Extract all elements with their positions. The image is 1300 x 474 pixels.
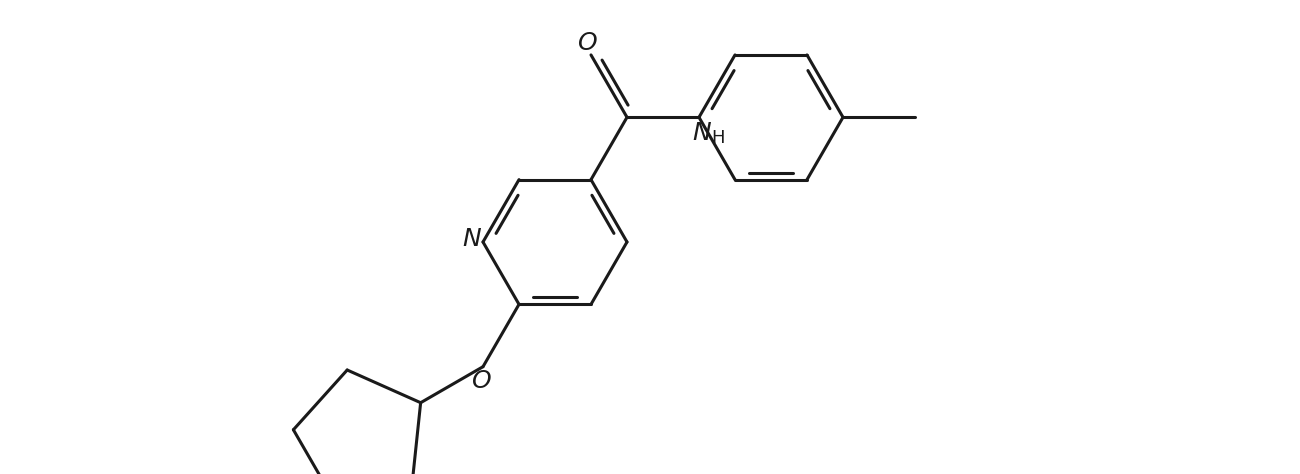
Text: N: N	[463, 227, 481, 251]
Text: O: O	[472, 369, 491, 392]
Text: H: H	[711, 129, 725, 147]
Text: O: O	[578, 31, 598, 55]
Text: N: N	[693, 121, 711, 146]
